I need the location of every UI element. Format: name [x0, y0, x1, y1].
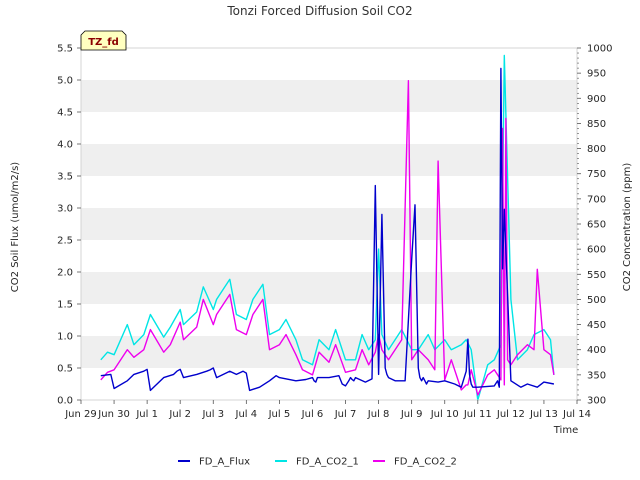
x-tick-label: Jul 5 [268, 409, 291, 420]
y-right-axis-title: CO2 Concentration (ppm) [622, 163, 633, 292]
legend-item: FD_A_CO2_2 [373, 457, 457, 468]
x-tick-label: Jun 29 [64, 409, 97, 420]
y-left-tick-label: 5.5 [57, 44, 73, 55]
x-tick-label: Jun 30 [97, 409, 130, 420]
y-left-tick-label: 3.5 [57, 172, 73, 183]
series-layer [100, 54, 555, 401]
x-tick-label: Jul 4 [235, 409, 258, 420]
y-left-tick-label: 4.0 [57, 140, 73, 151]
background-band [81, 272, 577, 304]
y-right-tick-label: 700 [587, 194, 606, 205]
x-axis-title: Time [553, 425, 578, 436]
y-right-tick-label: 400 [587, 345, 606, 356]
y-left-tick-label: 5.0 [57, 76, 73, 87]
x-tick-label: Jul 2 [168, 409, 191, 420]
y-right-tick-label: 300 [587, 396, 606, 407]
legend-item: FD_A_CO2_1 [275, 457, 359, 468]
y-left-tick-label: 0.5 [57, 364, 73, 375]
y-right-tick-label: 750 [587, 169, 606, 180]
x-tick-label: Jul 13 [529, 409, 558, 420]
y-right-tick-label: 450 [587, 320, 606, 331]
legend-label: FD_A_Flux [199, 457, 250, 468]
series-line-fd-a-co2-2 [100, 79, 555, 396]
x-tick-label: Jul 11 [463, 409, 492, 420]
y-right-tick-label: 600 [587, 245, 606, 256]
series-line-fd-a-co2-1 [100, 54, 555, 401]
y-left-axis: 0.0 0.5 1.0 1.5 2.0 2.5 3.0 3.5 4.0 4.5 5.0 5.5 [57, 44, 81, 407]
tag-badge: TZ_fd [80, 30, 127, 51]
x-tick-label: Jul 7 [334, 409, 357, 420]
x-tick-label: Jul 14 [562, 409, 591, 420]
background-band [81, 80, 577, 112]
y-left-tick-label: 2.0 [57, 268, 73, 279]
y-left-tick-label: 1.0 [57, 332, 73, 343]
x-tick-label: Jul 8 [367, 409, 390, 420]
y-right-tick-label: 650 [587, 220, 606, 231]
x-axis: Jun 29 Jun 30 Jul 1 Jul 2 Jul 3 Jul 4 Jul 5 Jul… [64, 400, 591, 420]
background-bands [81, 80, 577, 368]
legend: FD_A_Flux FD_A_CO2_1 FD_A_CO2_2 [178, 457, 457, 468]
background-band [81, 144, 577, 176]
x-tick-label: Jul 1 [135, 409, 158, 420]
y-left-tick-label: 1.5 [57, 300, 73, 311]
x-tick-label: Jul 3 [201, 409, 224, 420]
x-tick-label: Jul 9 [400, 409, 423, 420]
y-left-tick-label: 4.5 [57, 108, 73, 119]
y-right-tick-label: 550 [587, 270, 606, 281]
y-right-tick-label: 950 [587, 69, 606, 80]
x-tick-label: Jul 10 [430, 409, 459, 420]
y-right-tick-label: 900 [587, 94, 606, 105]
legend-label: FD_A_CO2_1 [296, 457, 359, 468]
series-line-fd-a-flux [100, 67, 555, 392]
y-right-tick-label: 1000 [587, 44, 612, 55]
y-left-tick-label: 3.0 [57, 204, 73, 215]
y-right-tick-label: 850 [587, 119, 606, 130]
legend-label: FD_A_CO2_2 [394, 457, 457, 468]
background-band [81, 336, 577, 368]
legend-item: FD_A_Flux [178, 457, 250, 468]
y-right-tick-label: 500 [587, 295, 606, 306]
chart-title: Tonzi Forced Diffusion Soil CO2 [226, 4, 412, 18]
y-left-tick-label: 2.5 [57, 236, 73, 247]
x-tick-label: Jul 12 [496, 409, 525, 420]
background-band [81, 208, 577, 240]
x-tick-label: Jul 6 [301, 409, 324, 420]
y-left-tick-label: 0.0 [57, 396, 73, 407]
y-left-axis-title: CO2 Soil Flux (umol/m2/s) [10, 162, 21, 292]
y-right-tick-label: 800 [587, 144, 606, 155]
tag-badge-text: TZ_fd [88, 37, 119, 48]
y-right-axis: 300 350 400 450 500 550 600 650 700 750 800 850 900 9… [577, 44, 612, 407]
y-right-tick-label: 350 [587, 370, 606, 381]
